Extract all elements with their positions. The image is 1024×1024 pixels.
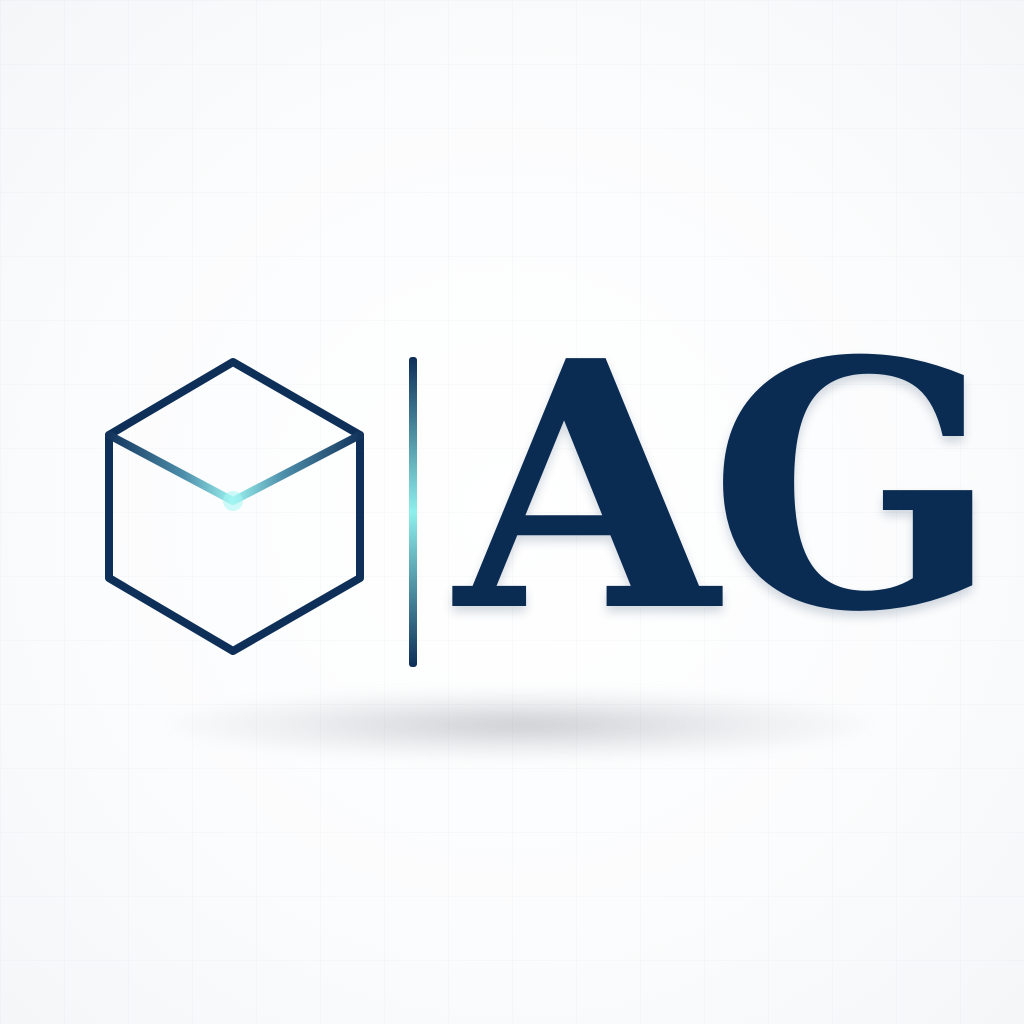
logo-shadow xyxy=(170,690,870,760)
logo-wordmark: AG xyxy=(455,288,999,687)
cube-icon xyxy=(105,358,364,655)
vertical-divider xyxy=(409,357,417,667)
